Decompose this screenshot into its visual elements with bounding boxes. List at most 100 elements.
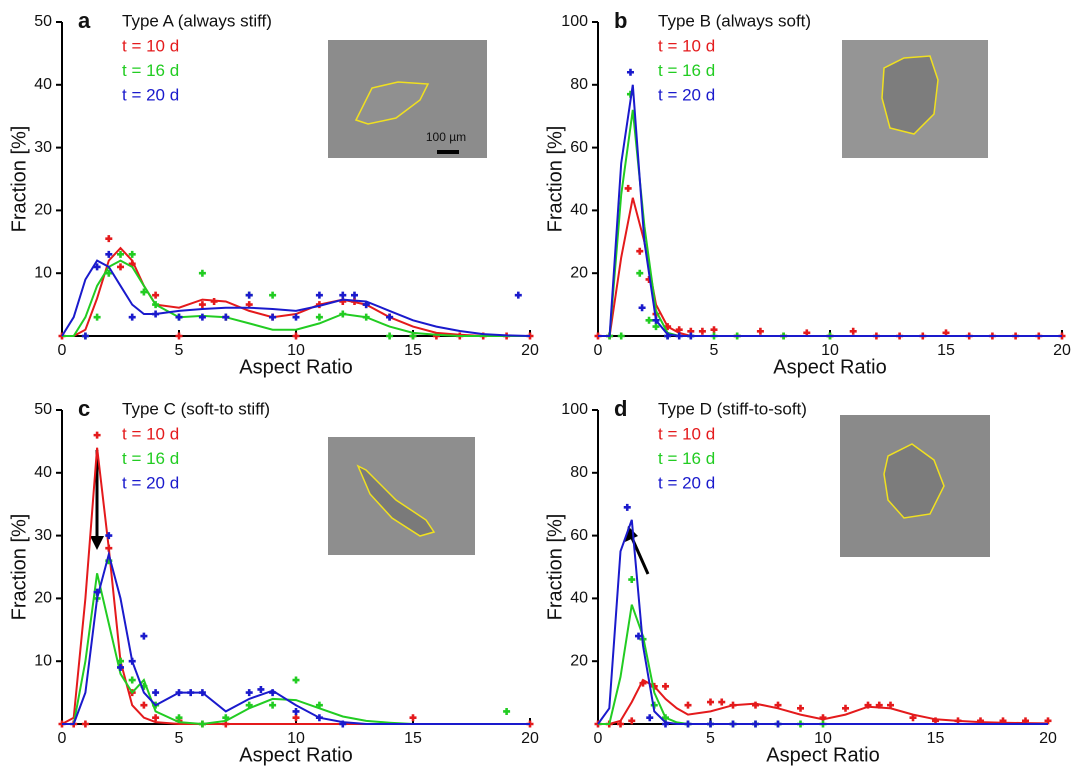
- panel: 20 40 60 80 100 0 5 10 15 20 Aspect Ratio Fraction …: [544, 8, 1071, 378]
- data-point: [81, 720, 89, 728]
- data-point: [864, 701, 872, 709]
- data-point: [152, 714, 160, 722]
- data-point: [623, 503, 631, 511]
- data-point: [339, 310, 347, 318]
- fit-line: [598, 197, 1062, 337]
- y-axis-label: Fraction [%]: [544, 126, 566, 233]
- legend-entry: t = 16 d: [122, 449, 179, 468]
- legend-entry: t = 10 d: [658, 36, 715, 55]
- y-tick-label: 40: [570, 202, 588, 219]
- x-tick-label: 5: [710, 342, 719, 359]
- data-point: [152, 310, 160, 318]
- legend-entry: t = 10 d: [658, 424, 715, 443]
- data-point: [152, 689, 160, 697]
- data-point: [152, 301, 160, 309]
- data-point: [222, 313, 230, 321]
- y-tick-label: 40: [34, 76, 52, 93]
- data-point: [351, 291, 358, 299]
- data-point: [292, 714, 300, 722]
- data-point: [819, 714, 827, 722]
- data-point: [752, 701, 759, 709]
- scale-bar-label: 100 µm: [426, 130, 466, 144]
- data-point: [105, 532, 113, 540]
- x-tick-label: 5: [706, 730, 715, 747]
- x-tick-label: 10: [814, 730, 832, 747]
- data-point: [269, 701, 277, 709]
- panel-letter: c: [78, 396, 90, 421]
- y-tick-label: 30: [34, 139, 52, 156]
- data-point: [198, 689, 206, 697]
- legend-entry: t = 16 d: [658, 61, 715, 80]
- data-point: [93, 588, 101, 596]
- data-point: [409, 332, 417, 340]
- data-point: [175, 714, 183, 722]
- data-point: [93, 263, 101, 271]
- panel-letter: b: [614, 8, 627, 33]
- legend-entry: t = 20 d: [658, 85, 715, 104]
- panel: 10 20 30 40 50 0 5 10 15 20 Aspect Ratio Fraction […: [8, 8, 539, 378]
- x-tick-label: 10: [821, 342, 839, 359]
- data-point: [684, 720, 692, 728]
- x-tick-label: 15: [404, 730, 422, 747]
- data-point: [269, 313, 277, 321]
- data-point: [617, 332, 625, 340]
- inset-image: [328, 437, 475, 555]
- arrow: [90, 450, 104, 550]
- x-tick-label: 15: [937, 342, 955, 359]
- data-point: [105, 544, 113, 552]
- y-tick-label: 80: [570, 76, 588, 93]
- data-point: [93, 313, 101, 321]
- data-point: [639, 679, 647, 687]
- data-point: [409, 714, 417, 722]
- data-point: [222, 714, 230, 722]
- data-point: [774, 720, 782, 728]
- x-axis-label: Aspect Ratio: [773, 356, 886, 378]
- data-point: [339, 291, 347, 299]
- data-point: [81, 332, 89, 340]
- data-point: [362, 313, 370, 321]
- y-tick-label: 100: [561, 13, 588, 30]
- data-point: [774, 701, 782, 709]
- data-point: [675, 326, 683, 334]
- data-point: [909, 714, 917, 722]
- data-point: [386, 313, 394, 321]
- y-tick-label: 20: [34, 590, 52, 607]
- fit-line: [598, 109, 1062, 337]
- data-point: [128, 313, 136, 321]
- y-tick-label: 20: [570, 652, 588, 669]
- data-point: [684, 701, 692, 709]
- y-tick-label: 30: [34, 527, 52, 544]
- x-tick-label: 15: [404, 342, 422, 359]
- data-point: [432, 332, 440, 340]
- data-point: [117, 250, 124, 258]
- data-point: [652, 316, 660, 324]
- x-tick-label: 10: [287, 342, 305, 359]
- data-point: [198, 313, 206, 321]
- data-point: [887, 701, 894, 709]
- data-point: [175, 332, 183, 340]
- y-axis-label: Fraction [%]: [544, 514, 566, 621]
- panel-letter: d: [614, 396, 627, 421]
- data-point: [624, 184, 632, 192]
- data-point: [386, 332, 394, 340]
- legend-entry: t = 20 d: [122, 85, 179, 104]
- data-point: [503, 707, 511, 715]
- data-point: [269, 291, 277, 299]
- data-point: [797, 704, 804, 712]
- data-point: [175, 313, 183, 321]
- x-tick-label: 0: [58, 730, 67, 747]
- data-point: [652, 323, 660, 331]
- data-point: [198, 720, 206, 728]
- y-tick-label: 60: [570, 139, 588, 156]
- x-tick-label: 10: [287, 730, 305, 747]
- data-point: [198, 301, 206, 309]
- y-tick-label: 60: [570, 527, 588, 544]
- data-point: [245, 689, 253, 697]
- panel-title: Type B (always soft): [658, 11, 811, 30]
- data-point: [645, 316, 653, 324]
- data-point: [269, 689, 277, 697]
- panel-title: Type C (soft-to stiff): [122, 399, 270, 418]
- data-point: [117, 663, 124, 671]
- x-tick-label: 20: [1053, 342, 1071, 359]
